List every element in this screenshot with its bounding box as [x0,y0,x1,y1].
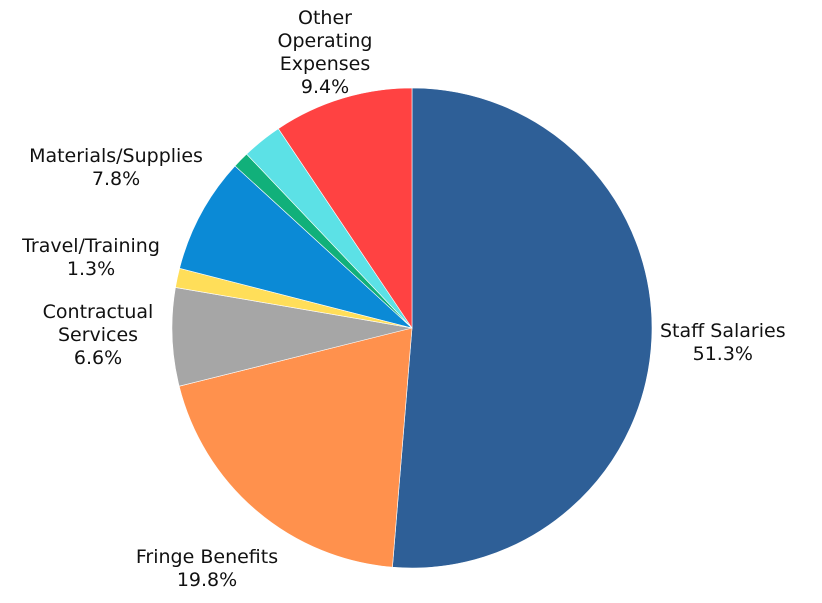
label-staff-salaries: Staff Salaries 51.3% [660,320,786,366]
label-materials-supplies-pct: 7.8% [91,168,141,190]
label-travel-training: Travel/Training 1.3% [9,235,173,281]
label-fringe-benefits: Fringe Benefits 19.8% [124,546,290,592]
label-staff-salaries-name: Staff Salaries [660,320,786,342]
label-materials-supplies-name: Materials/Supplies [29,145,203,167]
slice-other-operating-expenses [277,87,413,329]
label-materials-supplies: Materials/Supplies 7.8% [12,145,220,191]
label-other-operating-expenses-name: Other Operating Expenses [277,7,373,75]
label-travel-training-name: Travel/Training [22,235,160,257]
slice-materials-supplies [179,165,413,329]
label-contractual-services-name: Contractual Services [42,301,154,346]
label-travel-training-pct: 1.3% [66,258,116,280]
slice-fringe-benefits [178,327,413,568]
label-contractual-services: Contractual Services 6.6% [28,301,168,370]
label-other-operating-expenses: Other Operating Expenses 9.4% [220,7,430,99]
label-staff-salaries-pct: 51.3% [692,343,753,365]
label-other-operating-expenses-pct: 9.4% [300,76,350,98]
label-fringe-benefits-name: Fringe Benefits [135,546,279,568]
label-contractual-services-pct: 6.6% [73,347,123,369]
label-fringe-benefits-pct: 19.8% [176,569,238,591]
slice-staff-salaries [392,87,653,569]
